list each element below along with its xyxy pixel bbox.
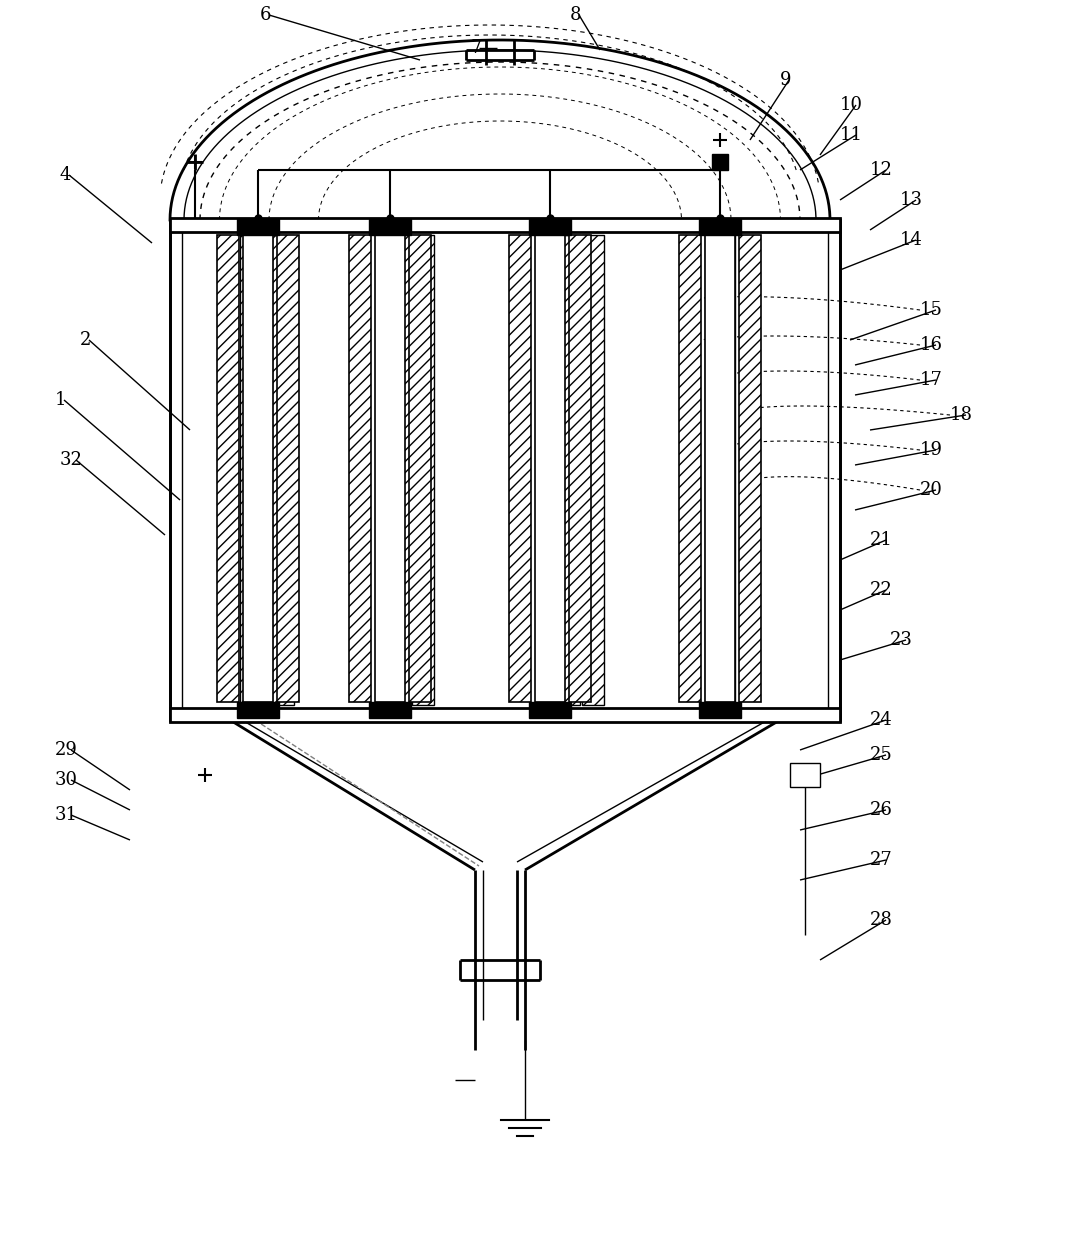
- Text: 22: 22: [870, 581, 893, 598]
- Text: 25: 25: [870, 746, 893, 764]
- Bar: [790, 764, 820, 788]
- Bar: [529, 219, 571, 236]
- Bar: [705, 236, 735, 702]
- Text: 12: 12: [870, 161, 893, 179]
- Text: 30: 30: [54, 771, 78, 789]
- Bar: [370, 219, 411, 236]
- Bar: [698, 219, 741, 236]
- Bar: [712, 154, 728, 170]
- Text: 9: 9: [780, 71, 791, 89]
- Text: 18: 18: [951, 406, 973, 425]
- Bar: [569, 236, 591, 702]
- Bar: [409, 236, 431, 702]
- Text: 23: 23: [890, 631, 913, 649]
- Text: 21: 21: [870, 530, 893, 549]
- Text: 1: 1: [54, 391, 66, 410]
- Text: 24: 24: [870, 711, 893, 730]
- Bar: [349, 236, 371, 702]
- Bar: [529, 702, 571, 718]
- Text: 20: 20: [920, 481, 943, 499]
- Bar: [679, 236, 701, 702]
- Bar: [170, 708, 841, 722]
- Text: 26: 26: [870, 801, 893, 819]
- Bar: [582, 236, 604, 706]
- Text: 19: 19: [920, 441, 943, 459]
- Bar: [170, 218, 841, 232]
- Bar: [237, 219, 279, 236]
- Bar: [272, 236, 294, 706]
- Text: 10: 10: [841, 96, 863, 113]
- Bar: [237, 702, 279, 718]
- Text: 2: 2: [80, 331, 92, 349]
- Bar: [550, 236, 580, 706]
- Text: 17: 17: [920, 370, 943, 389]
- Text: 14: 14: [900, 231, 923, 249]
- Bar: [705, 236, 735, 706]
- Text: 27: 27: [870, 850, 893, 869]
- Bar: [240, 236, 270, 706]
- Bar: [244, 236, 273, 702]
- Text: 29: 29: [54, 741, 78, 759]
- Text: 7: 7: [470, 39, 482, 57]
- Bar: [375, 236, 405, 702]
- Bar: [412, 236, 434, 706]
- Text: 6: 6: [260, 6, 271, 24]
- Text: 11: 11: [841, 126, 863, 144]
- Text: 15: 15: [920, 301, 943, 319]
- Text: 8: 8: [570, 6, 581, 24]
- Text: 4: 4: [60, 166, 72, 184]
- Text: 13: 13: [900, 192, 923, 209]
- Bar: [370, 702, 411, 718]
- Bar: [535, 236, 565, 702]
- Bar: [509, 236, 531, 702]
- Bar: [739, 236, 761, 702]
- Bar: [277, 236, 299, 702]
- Text: 31: 31: [54, 806, 78, 824]
- Bar: [698, 702, 741, 718]
- Text: 32: 32: [60, 451, 83, 469]
- Text: 28: 28: [870, 911, 893, 929]
- Bar: [380, 236, 410, 706]
- Text: 16: 16: [920, 336, 943, 354]
- Bar: [217, 236, 239, 702]
